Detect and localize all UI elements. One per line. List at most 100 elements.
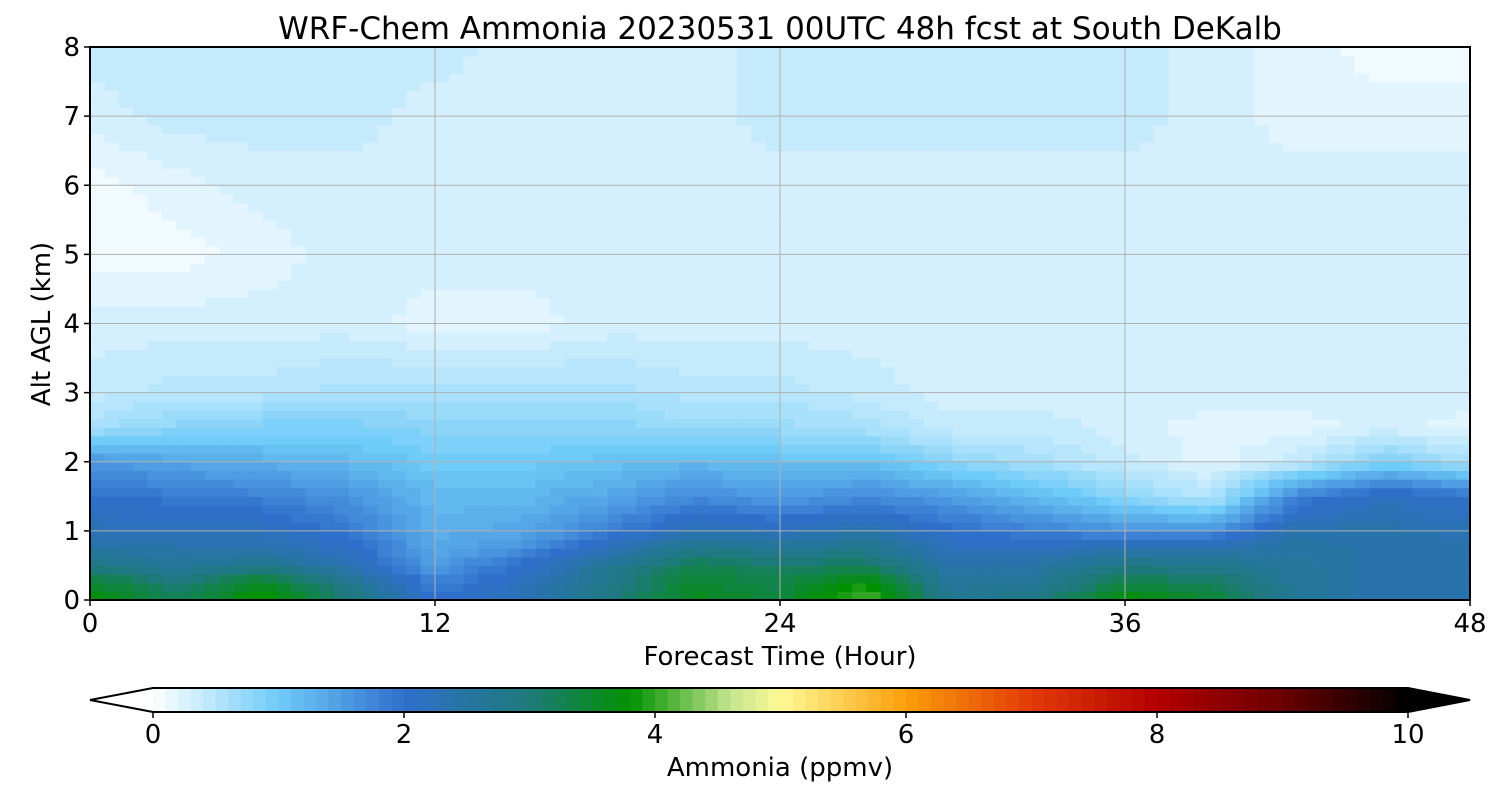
- heatmap-cell: [564, 427, 580, 437]
- heatmap-cell: [1254, 582, 1270, 592]
- heatmap-cell: [1455, 409, 1471, 420]
- heatmap-cell: [363, 349, 379, 359]
- heatmap-cell: [118, 461, 134, 471]
- heatmap-cell: [1053, 228, 1069, 238]
- heatmap-cell: [1081, 237, 1097, 247]
- heatmap-cell: [478, 427, 494, 437]
- heatmap-cell: [104, 392, 120, 402]
- heatmap-cell: [205, 487, 220, 497]
- heatmap-cell: [1455, 574, 1471, 584]
- heatmap-cell: [219, 358, 235, 368]
- heatmap-cell: [463, 245, 479, 255]
- heatmap-cell: [1240, 237, 1255, 247]
- heatmap-cell: [679, 167, 695, 178]
- heatmap-cell: [1268, 582, 1284, 592]
- heatmap-cell: [1311, 254, 1327, 264]
- heatmap-cell: [1268, 513, 1284, 523]
- heatmap-cell: [305, 245, 321, 255]
- heatmap-cell: [219, 245, 235, 255]
- heatmap-cell: [780, 409, 795, 420]
- heatmap-cell: [219, 228, 235, 238]
- heatmap-cell: [1455, 211, 1471, 221]
- heatmap-cell: [593, 453, 609, 463]
- heatmap-cell: [952, 159, 968, 169]
- heatmap-cell: [1038, 176, 1054, 186]
- heatmap-cell: [1283, 522, 1299, 532]
- heatmap-cell: [593, 176, 609, 186]
- heatmap-cell: [1326, 461, 1342, 471]
- heatmap-cell: [650, 539, 666, 549]
- heatmap-cell: [1355, 470, 1370, 480]
- heatmap-cell: [722, 530, 738, 541]
- heatmap-cell: [1081, 383, 1097, 394]
- heatmap-cell: [363, 332, 379, 342]
- heatmap-cell: [665, 263, 680, 273]
- heatmap-cell: [1211, 159, 1227, 169]
- heatmap-cell: [161, 409, 177, 420]
- heatmap-cell: [233, 332, 249, 342]
- heatmap-cell: [1383, 150, 1399, 160]
- heatmap-cell: [104, 574, 120, 584]
- heatmap-cell: [219, 176, 235, 186]
- heatmap-cell: [291, 176, 307, 186]
- heatmap-cell: [938, 522, 954, 532]
- heatmap-cell: [837, 185, 853, 195]
- heatmap-cell: [248, 470, 264, 480]
- heatmap-cell: [1110, 219, 1126, 230]
- heatmap-cell: [1153, 150, 1169, 160]
- heatmap-cell: [1268, 556, 1284, 567]
- heatmap-cell: [880, 193, 896, 204]
- heatmap-cell: [1426, 159, 1442, 169]
- heatmap-cell: [1240, 254, 1255, 264]
- heatmap-cell: [780, 513, 795, 523]
- heatmap-cell: [636, 358, 652, 368]
- heatmap-cell: [391, 288, 407, 299]
- heatmap-cell: [1355, 254, 1370, 264]
- heatmap-cell: [492, 167, 508, 178]
- heatmap-cell: [995, 504, 1011, 515]
- heatmap-cell: [90, 185, 105, 195]
- heatmap-cell: [1067, 427, 1083, 437]
- heatmap-cell: [1067, 496, 1083, 506]
- heatmap-cell: [880, 401, 896, 411]
- heatmap-cell: [1182, 539, 1198, 549]
- heatmap-cell: [492, 245, 508, 255]
- heatmap-cell: [320, 574, 335, 584]
- heatmap-cell: [1340, 530, 1356, 541]
- heatmap-cell: [679, 539, 695, 549]
- heatmap-cell: [1110, 185, 1126, 195]
- heatmap-cell: [147, 591, 163, 601]
- heatmap-cell: [1196, 574, 1212, 584]
- heatmap-cell: [478, 228, 494, 238]
- heatmap-cell: [938, 211, 954, 221]
- heatmap-cell: [262, 453, 278, 463]
- heatmap-cell: [895, 323, 910, 333]
- heatmap-cell: [104, 401, 120, 411]
- heatmap-cell: [90, 461, 105, 471]
- heatmap-cell: [578, 297, 594, 307]
- heatmap-cell: [391, 444, 407, 454]
- heatmap-cell: [823, 539, 839, 549]
- heatmap-cell: [291, 167, 307, 178]
- heatmap-cell: [1225, 219, 1241, 230]
- heatmap-cell: [1168, 522, 1184, 532]
- heatmap-cell: [1053, 366, 1069, 376]
- heatmap-cell: [1081, 263, 1097, 273]
- heatmap-cell: [722, 340, 738, 351]
- heatmap-cell: [895, 444, 910, 454]
- heatmap-cell: [205, 358, 220, 368]
- heatmap-cell: [708, 427, 724, 437]
- heatmap-cell: [233, 487, 249, 497]
- heatmap-cell: [650, 237, 666, 247]
- heatmap-cell: [1426, 176, 1442, 186]
- heatmap-cell: [1211, 479, 1227, 489]
- heatmap-cell: [751, 228, 767, 238]
- heatmap-cell: [1139, 297, 1155, 307]
- heatmap-cell: [1311, 263, 1327, 273]
- heatmap-cell: [1038, 539, 1054, 549]
- heatmap-cell: [463, 487, 479, 497]
- heatmap-cell: [751, 522, 767, 532]
- heatmap-cell: [1398, 522, 1414, 532]
- heatmap-cell: [233, 245, 249, 255]
- heatmap-cell: [1240, 591, 1255, 601]
